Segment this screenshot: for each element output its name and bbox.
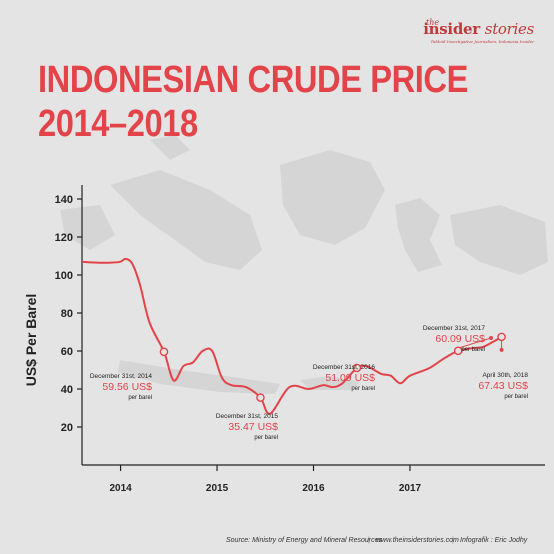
title-line-1: INDONESIAN CRUDE PRICE	[38, 59, 468, 101]
annotation-point	[497, 332, 506, 342]
x-tick-label: 2017	[399, 483, 422, 494]
annotation-point	[159, 347, 169, 357]
y-tick-label: 140	[55, 194, 73, 206]
annotation-point	[256, 393, 265, 402]
annotation-date: December 31st, 2015	[216, 413, 279, 420]
annotation-value: 67.43 US$	[478, 380, 528, 392]
brand-logo: the insider stories Tabloid Investigativ…	[414, 14, 534, 44]
annotation-unit: per barel	[128, 395, 152, 401]
brand-name-a: insider	[423, 20, 485, 38]
footer-source: Source: Ministry of Energy and Mineral R…	[226, 537, 383, 544]
annotation-point	[352, 363, 362, 373]
annotation-leader-dot	[489, 336, 493, 340]
annotation-date: December 31st, 2017	[423, 325, 486, 332]
annotation-unit: per barel	[461, 347, 485, 353]
footer-website: www.theinsiderstories.com	[376, 537, 459, 544]
title-line-2: 2014–2018	[38, 103, 198, 145]
map-island-7	[150, 135, 190, 160]
annotation-date: April 30th, 2018	[482, 372, 528, 379]
annotation-unit: per barel	[254, 435, 278, 441]
brand-tagline: Tabloid Investigative Journalism, Indone…	[430, 39, 534, 44]
footer-separator-1: |	[368, 537, 370, 544]
y-axis-label: US$ Per Barel	[23, 294, 39, 387]
x-tick-label: 2014	[109, 483, 132, 494]
annotation-value: 51.09 US$	[325, 372, 375, 384]
y-tick-label: 20	[61, 422, 73, 434]
map-island-2	[280, 150, 385, 245]
footer: Source: Ministry of Energy and Mineral R…	[0, 528, 554, 554]
y-tick-label: 40	[61, 384, 73, 396]
annotation-point	[453, 346, 463, 356]
footer-separator-2: |	[452, 537, 454, 544]
x-tick-label: 2016	[302, 483, 325, 494]
map-island-4	[450, 205, 548, 275]
map-island-3	[395, 198, 442, 272]
footer-credit: Infografik : Eric Jodhy	[460, 537, 528, 544]
brand-prefix: the	[426, 18, 440, 27]
annotation-value: 59.56 US$	[102, 381, 152, 393]
annotation-leader-dot	[499, 347, 504, 352]
brand-name-b: stories	[484, 20, 535, 38]
price-series-line	[81, 257, 503, 415]
annotation-unit: per barel	[504, 394, 528, 400]
annotation-date: December 31st, 2016	[313, 364, 376, 371]
y-tick-label: 100	[55, 270, 73, 282]
annotation-unit: per barel	[351, 386, 375, 392]
annotation-date: December 31st, 2014	[90, 373, 153, 380]
y-tick-label: 120	[55, 232, 73, 244]
brand-name: insider stories	[414, 20, 534, 38]
page-title: INDONESIAN CRUDE PRICE 2014–2018	[38, 58, 468, 146]
annotation-leader	[459, 337, 492, 349]
annotation-value: 35.47 US$	[228, 421, 278, 433]
y-tick-label: 80	[61, 308, 73, 320]
x-tick-label: 2015	[206, 483, 229, 494]
y-tick-label: 60	[61, 346, 73, 358]
map-island-1	[110, 170, 262, 270]
annotation-value: 60.09 US$	[435, 333, 485, 345]
map-island-8	[60, 205, 115, 250]
